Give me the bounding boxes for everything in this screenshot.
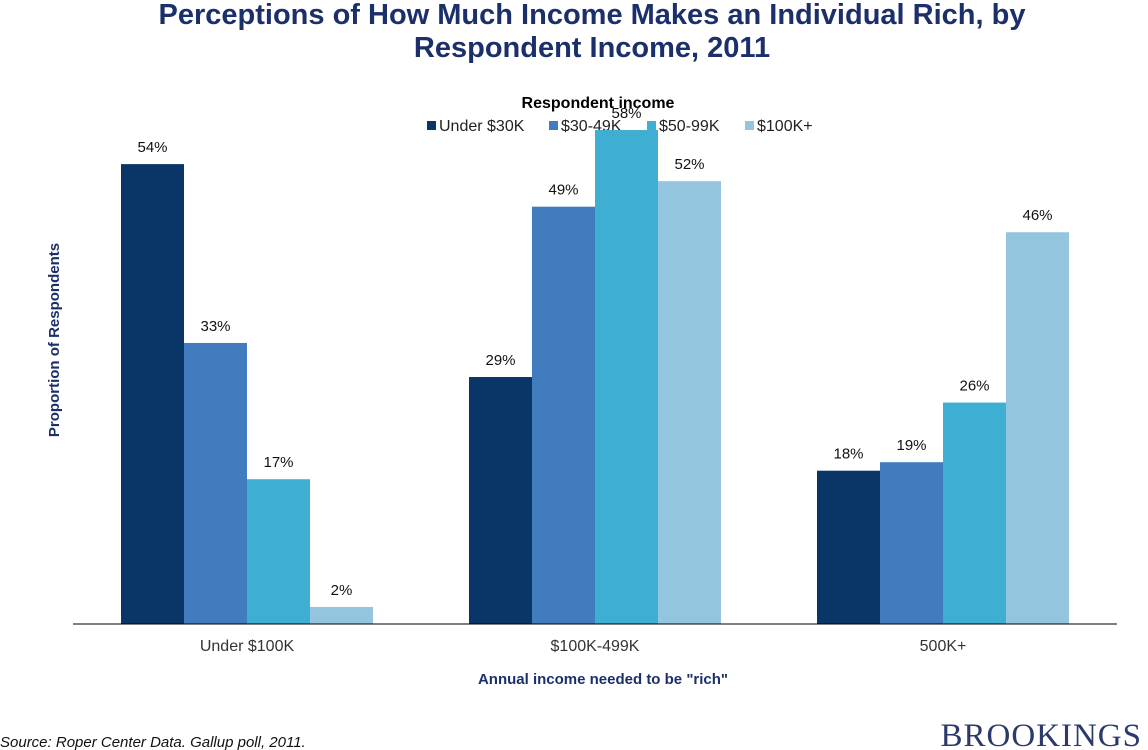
chart-title-line-1: Perceptions of How Much Income Makes an … [159,0,1026,31]
bar-1-series-2 [184,342,247,624]
bar-3-series-4 [1006,232,1069,624]
chart-title: Perceptions of How Much Income Makes an … [159,0,1026,64]
data-label-3-series-1: 18% [833,446,863,463]
bar-2-series-2 [532,206,595,624]
legend-label-3: $50-99K [659,118,720,135]
data-label-3-series-3: 26% [959,378,989,395]
data-label-1-series-3: 17% [263,454,293,471]
x-tick-label-1: Under $100K [200,638,295,655]
bar-3-series-3 [943,402,1006,624]
legend-label-1: Under $30K [439,118,525,135]
bar-2-series-4 [658,181,721,624]
x-tick-label-2: $100K-499K [551,638,640,655]
chart-title-line-2: Respondent Income, 2011 [414,32,770,64]
data-label-2-series-2: 49% [548,182,578,199]
bar-1-series-1 [121,164,184,624]
legend-label-4: $100K+ [757,118,813,135]
bar-3-series-2 [880,462,943,624]
data-labels: 54% 33% 17% 2% 29% 49% 58% 52% 18% 19% 26% 46% [137,105,1052,599]
source-note: Source: Roper Center Data. Gallup poll, … [0,734,306,750]
data-label-1-series-1: 54% [137,139,167,156]
x-axis-ticks: Under $100K $100K-499K 500K+ [200,638,967,655]
bar-1-series-3 [247,479,310,624]
data-label-2-series-3: 58% [611,105,641,122]
data-label-1-series-2: 33% [200,318,230,335]
bar-3-series-1 [817,470,880,624]
x-tick-label-3: 500K+ [920,638,967,655]
data-label-2-series-1: 29% [485,352,515,369]
x-axis-title: Annual income needed to be "rich" [478,671,728,688]
data-label-3-series-4: 46% [1022,207,1052,224]
data-label-1-series-4: 2% [331,582,353,599]
legend-swatch-1 [427,121,436,130]
legend-swatch-2 [549,121,558,130]
data-label-3-series-2: 19% [896,437,926,454]
data-label-2-series-4: 52% [674,156,704,173]
bar-2-series-1 [469,377,532,624]
legend-swatch-3 [647,121,656,130]
bar-1-series-4 [310,606,373,624]
legend-title: Respondent income [522,95,675,112]
bar-2-series-3 [595,130,658,625]
legend-swatch-4 [745,121,754,130]
bar-area [121,130,1069,625]
y-axis-title: Proportion of Respondents [46,243,63,437]
brookings-logo: BROOKINGS [940,718,1142,750]
legend: Under $30K $30-49K $50-99K $100K+ [427,118,813,135]
